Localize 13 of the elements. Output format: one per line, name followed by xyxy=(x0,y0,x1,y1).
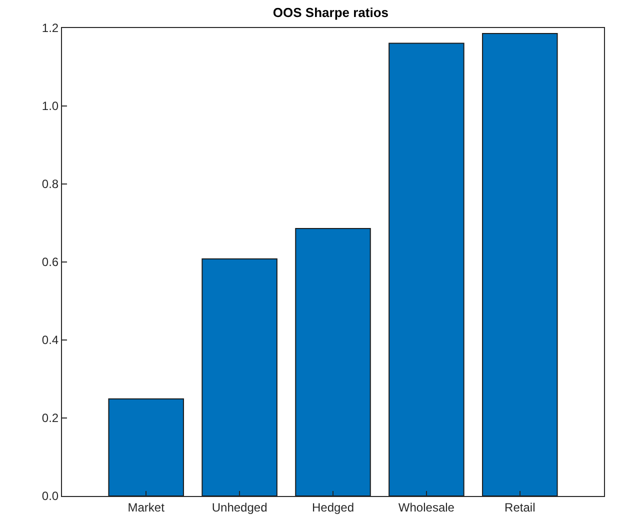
x-tick-label: Market xyxy=(128,500,166,514)
x-tick-label: Hedged xyxy=(312,500,354,514)
x-tick-label: Retail xyxy=(504,500,536,514)
chart-title: OOS Sharpe ratios xyxy=(272,4,389,20)
y-tick-label: 1.0 xyxy=(42,99,59,114)
y-tick-label: 0.0 xyxy=(42,489,59,504)
y-tick-label: 0.8 xyxy=(42,177,59,192)
x-tick-label: Wholesale xyxy=(398,500,455,514)
y-tick-label: 0.6 xyxy=(42,255,59,270)
y-tick-label: 0.2 xyxy=(42,411,59,426)
y-tick-label: 0.4 xyxy=(42,333,59,348)
y-tick-label: 1.2 xyxy=(42,21,59,36)
x-tick-label: Unhedged xyxy=(212,500,268,514)
